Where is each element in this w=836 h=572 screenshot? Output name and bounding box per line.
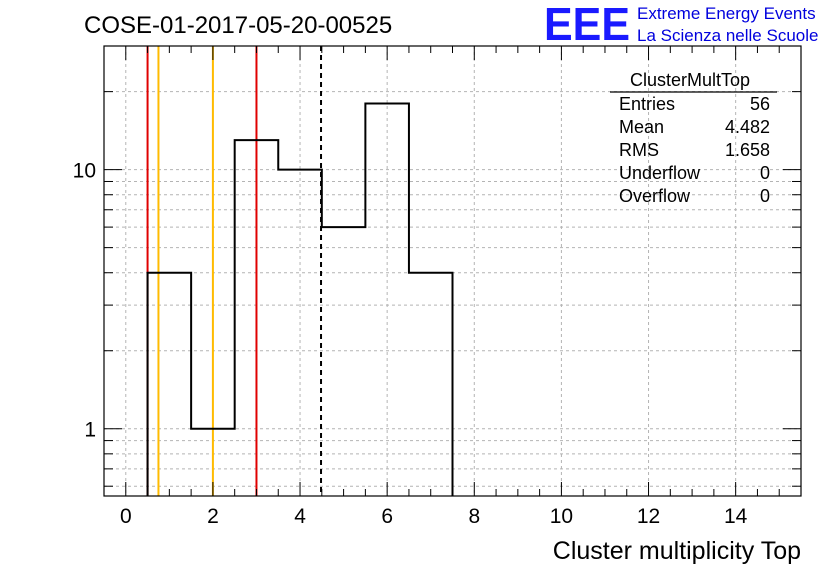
logo-line-2: La Scienza nelle Scuole [637, 26, 818, 45]
y-tick-label: 10 [73, 160, 96, 183]
x-tick-label: 12 [637, 505, 660, 528]
histogram-bar [322, 227, 366, 496]
eee-logo: EEE Extreme Energy Events La Scienza nel… [544, 0, 818, 50]
histogram-bar [365, 103, 409, 496]
x-tick-label: 14 [724, 505, 748, 528]
stats-box: ClusterMultTop Entries 56 Mean 4.482 RMS 1.65… [610, 70, 777, 206]
stats-row-label: Underflow [619, 163, 701, 183]
y-tick-label: 1 [84, 419, 96, 442]
histogram-bar [409, 273, 453, 496]
histogram-outline [146, 102, 454, 496]
x-axis-title: Cluster multiplicity Top [553, 537, 801, 565]
stats-title: ClusterMultTop [630, 70, 750, 90]
x-tick-label: 4 [294, 505, 306, 528]
x-tick-label: 2 [207, 505, 219, 528]
logo-line-1: Extreme Energy Events [637, 4, 816, 23]
chart-title: COSE-01-2017-05-20-00525 [84, 12, 392, 39]
x-tick-label: 10 [550, 505, 573, 528]
histogram-step-line [146, 102, 454, 496]
stats-row-label: Overflow [619, 186, 691, 206]
stats-row-value: 56 [750, 94, 770, 114]
x-tick-label: 6 [381, 505, 393, 528]
stats-row-label: RMS [619, 140, 659, 160]
histogram-bar [148, 273, 192, 496]
x-tick-label: 8 [468, 505, 480, 528]
x-tick-label: 0 [120, 505, 132, 528]
logo-mark: EEE [544, 0, 630, 50]
stats-rows: Entries 56 Mean 4.482 RMS 1.658 Underflow 0 Over… [619, 94, 770, 206]
stats-row-label: Entries [619, 94, 675, 114]
stats-row-value: 1.658 [725, 140, 770, 160]
stats-row-label: Mean [619, 117, 664, 137]
axes: 0 2 4 6 8 10 12 14 1 10 [73, 45, 802, 528]
stats-row-value: 4.482 [725, 117, 770, 137]
histogram-bar [278, 170, 322, 496]
stats-row-value: 0 [760, 186, 770, 206]
stats-row-value: 0 [760, 163, 770, 183]
